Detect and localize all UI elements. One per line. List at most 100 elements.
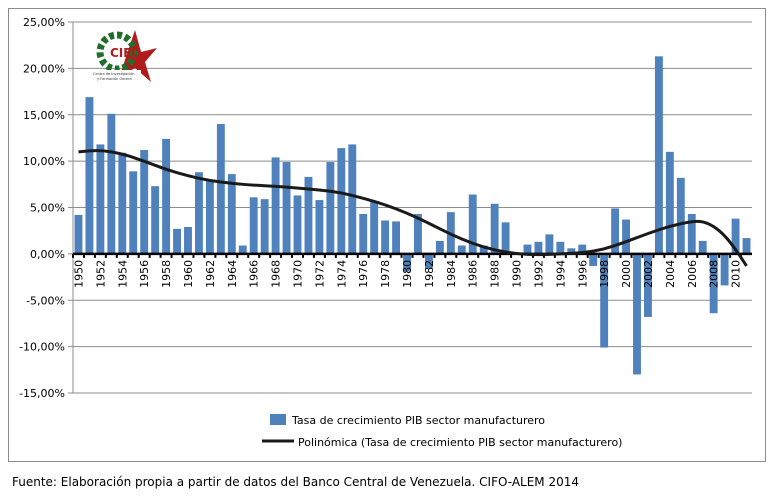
x-tick-label: 1970 (292, 260, 305, 288)
y-tick-label: -10,00% (19, 341, 65, 354)
bar-1983 (435, 240, 444, 254)
x-tick-label: 1962 (204, 260, 217, 288)
logo-gear (96, 31, 138, 73)
bar-1985 (457, 245, 466, 254)
bar-1956 (140, 149, 149, 254)
x-tick-label: 1960 (182, 260, 195, 288)
bar-1980 (403, 253, 411, 272)
y-tick-label: 15,00% (23, 109, 65, 122)
bar-2007 (698, 240, 707, 254)
x-tick-label: 1972 (313, 260, 326, 288)
x-tick-label: 1978 (379, 260, 392, 288)
y-tick-label: 10,00% (23, 155, 65, 168)
bar-1970 (293, 195, 302, 254)
bar-1972 (315, 200, 324, 254)
x-tick-label: 1984 (445, 260, 458, 288)
bar-1981 (414, 213, 422, 254)
bar-1964 (227, 174, 236, 254)
bar-1989 (501, 222, 510, 254)
x-tick-label: 2004 (664, 260, 677, 288)
bar-1954 (118, 152, 127, 254)
legend-bar-swatch (270, 414, 286, 425)
bar-1973 (326, 162, 335, 254)
bar-2005 (676, 177, 685, 254)
x-tick-label: 1992 (532, 260, 545, 288)
bar-2003 (654, 56, 663, 254)
x-tick-label: 2000 (620, 260, 633, 288)
bar-1961 (195, 172, 203, 254)
bar-1993 (545, 234, 554, 254)
x-tick-label: 2008 (708, 260, 721, 288)
bar-1958 (162, 138, 171, 254)
bar-1971 (304, 176, 313, 254)
bar-1974 (337, 148, 346, 254)
x-tick-label: 1974 (335, 260, 348, 288)
bar-1957 (151, 186, 160, 254)
x-tick-label: 1990 (511, 260, 524, 288)
x-tick-label: 1968 (270, 260, 283, 288)
x-tick-label: 2006 (686, 260, 699, 288)
x-tick-label: 1950 (72, 260, 85, 288)
x-axis (72, 252, 752, 258)
svg-text:Centro de Investigación: Centro de Investigación (93, 72, 135, 76)
bar-1979 (392, 221, 401, 254)
chart-frame (8, 8, 766, 462)
bar-1960 (184, 226, 192, 254)
svg-text:y Formación Obrera: y Formación Obrera (97, 77, 132, 81)
legend: Tasa de crecimiento PIB sector manufactu… (262, 414, 622, 449)
legend-line-label: Polinómica (Tasa de crecimiento PIB sect… (298, 436, 622, 449)
bar-2010 (731, 218, 740, 254)
bar-1976 (359, 213, 368, 254)
source-footer: Fuente: Elaboración propia a partir de d… (12, 475, 580, 489)
y-tick-label: 25,00% (23, 16, 65, 29)
x-tick-label: 1954 (116, 260, 129, 288)
y-tick-label: -5,00% (26, 294, 65, 307)
bar-2002 (644, 253, 652, 317)
y-axis-ticks: 25,00% 20,00% 15,00% 10,00% 5,00% 0,00% -5,00%… (19, 16, 65, 400)
bar-1965 (238, 245, 247, 254)
y-tick-label: -15,00% (19, 387, 65, 400)
x-tick-label: 2010 (730, 260, 743, 288)
bar-2011 (742, 238, 751, 254)
bar-1992 (534, 241, 543, 254)
bar-1977 (370, 201, 379, 254)
x-tick-label: 1988 (489, 260, 502, 288)
x-tick-label: 1982 (423, 260, 436, 288)
bar-1982 (424, 253, 433, 269)
bar-2000 (622, 219, 630, 254)
bar-1951 (85, 97, 94, 254)
bar-1962 (205, 180, 214, 254)
gridlines (68, 21, 752, 394)
x-tick-label: 1958 (160, 260, 173, 288)
bar-2008 (709, 253, 718, 314)
x-tick-label: 1996 (576, 260, 589, 288)
polynomial-trendline (78, 149, 748, 267)
logo-text: CIFO (110, 46, 142, 60)
bar-2004 (665, 151, 674, 254)
cifo-logo: CIFO Centro de Investigación y Formación… (91, 30, 157, 82)
bar-1998 (600, 253, 609, 348)
bar-1988 (490, 203, 499, 254)
bar-1952 (96, 144, 105, 254)
x-tick-label: 2002 (642, 260, 655, 288)
bar-1994 (556, 241, 565, 254)
bar-2001 (633, 253, 641, 375)
bar-1995 (567, 248, 576, 254)
x-tick-label: 1986 (467, 260, 480, 288)
x-tick-label: 1966 (248, 260, 261, 288)
bar-1950 (74, 214, 83, 254)
bar-2006 (687, 213, 696, 254)
bar-1986 (468, 194, 477, 254)
x-axis-ticks: 1950 1952 1954 1956 1958 1960 1962 1964 1966 1968… (72, 260, 742, 288)
x-tick-label: 1952 (94, 260, 107, 288)
bar-1966 (249, 197, 258, 254)
bar-1953 (107, 113, 116, 254)
bar-1969 (282, 162, 291, 254)
x-tick-label: 1998 (598, 260, 611, 288)
bar-1955 (129, 171, 138, 254)
bar-1987 (479, 245, 488, 254)
x-tick-label: 1976 (357, 260, 370, 288)
x-tick-label: 1964 (226, 260, 239, 288)
y-tick-label: 5,00% (30, 202, 65, 215)
bar-1959 (173, 228, 181, 254)
